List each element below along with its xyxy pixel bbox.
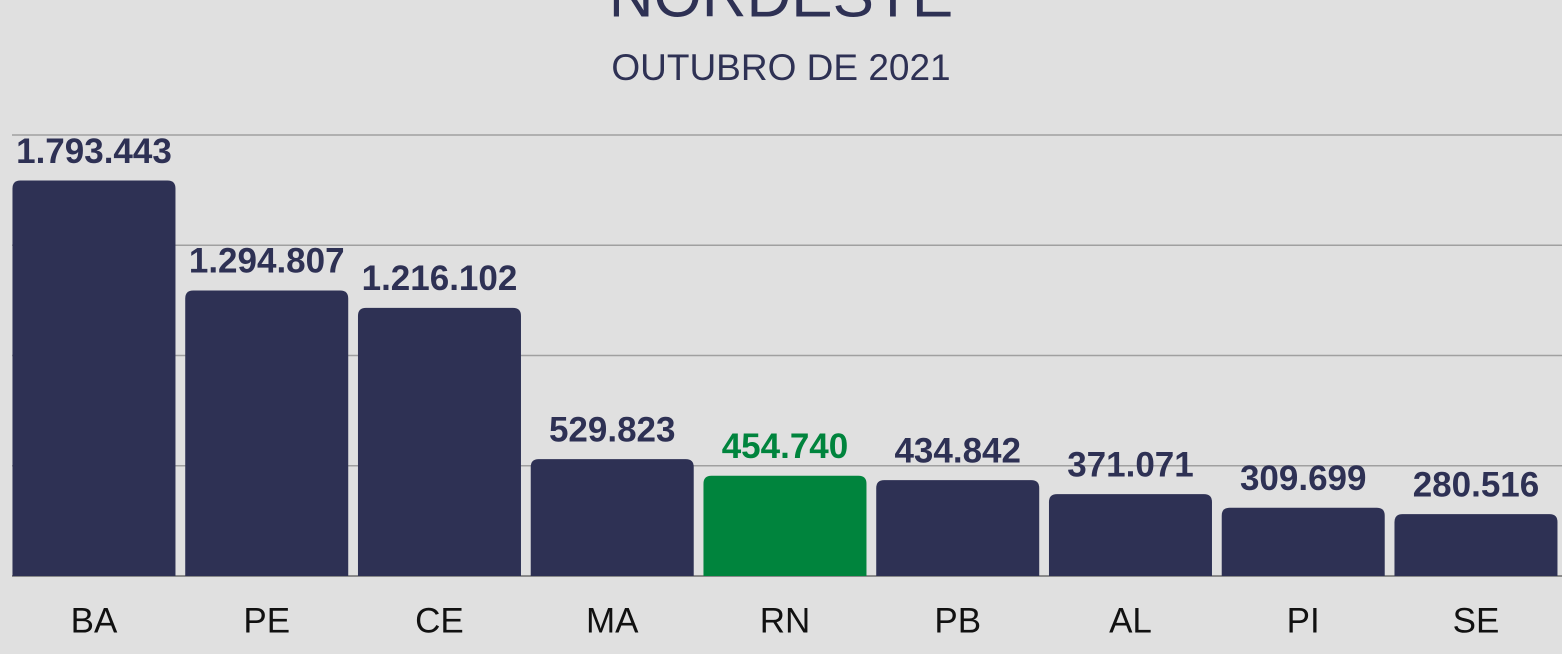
x-tick-label: RN (760, 601, 811, 640)
data-label: 1.216.102 (362, 259, 518, 298)
bar (1221, 507, 1385, 576)
x-tick-label: PE (243, 601, 290, 640)
bar (357, 307, 521, 576)
chart-subtitle: OUTUBRO DE 2021 (611, 47, 950, 88)
data-label: 280.516 (1413, 465, 1540, 504)
bar (876, 480, 1040, 576)
x-tick-label: PI (1287, 601, 1320, 640)
data-label: 529.823 (549, 410, 676, 449)
x-tick-label: SE (1453, 601, 1500, 640)
data-label: 454.740 (722, 427, 849, 466)
x-tick-label: CE (415, 601, 464, 640)
bar (530, 459, 694, 576)
chart-title: NORDESTE (609, 0, 953, 30)
bar (1048, 494, 1212, 576)
data-label: 1.793.443 (16, 132, 172, 171)
data-label: 309.699 (1240, 459, 1367, 498)
data-label: 1.294.807 (189, 242, 345, 281)
x-tick-label: MA (586, 601, 639, 640)
data-label: 371.071 (1067, 445, 1194, 484)
x-tick-label: BA (71, 601, 118, 640)
bar (1394, 514, 1558, 576)
bar (703, 475, 867, 576)
x-tick-label: PB (934, 601, 981, 640)
data-label: 434.842 (894, 431, 1021, 470)
bar (185, 290, 349, 576)
bar (12, 180, 176, 576)
x-tick-label: AL (1109, 601, 1152, 640)
